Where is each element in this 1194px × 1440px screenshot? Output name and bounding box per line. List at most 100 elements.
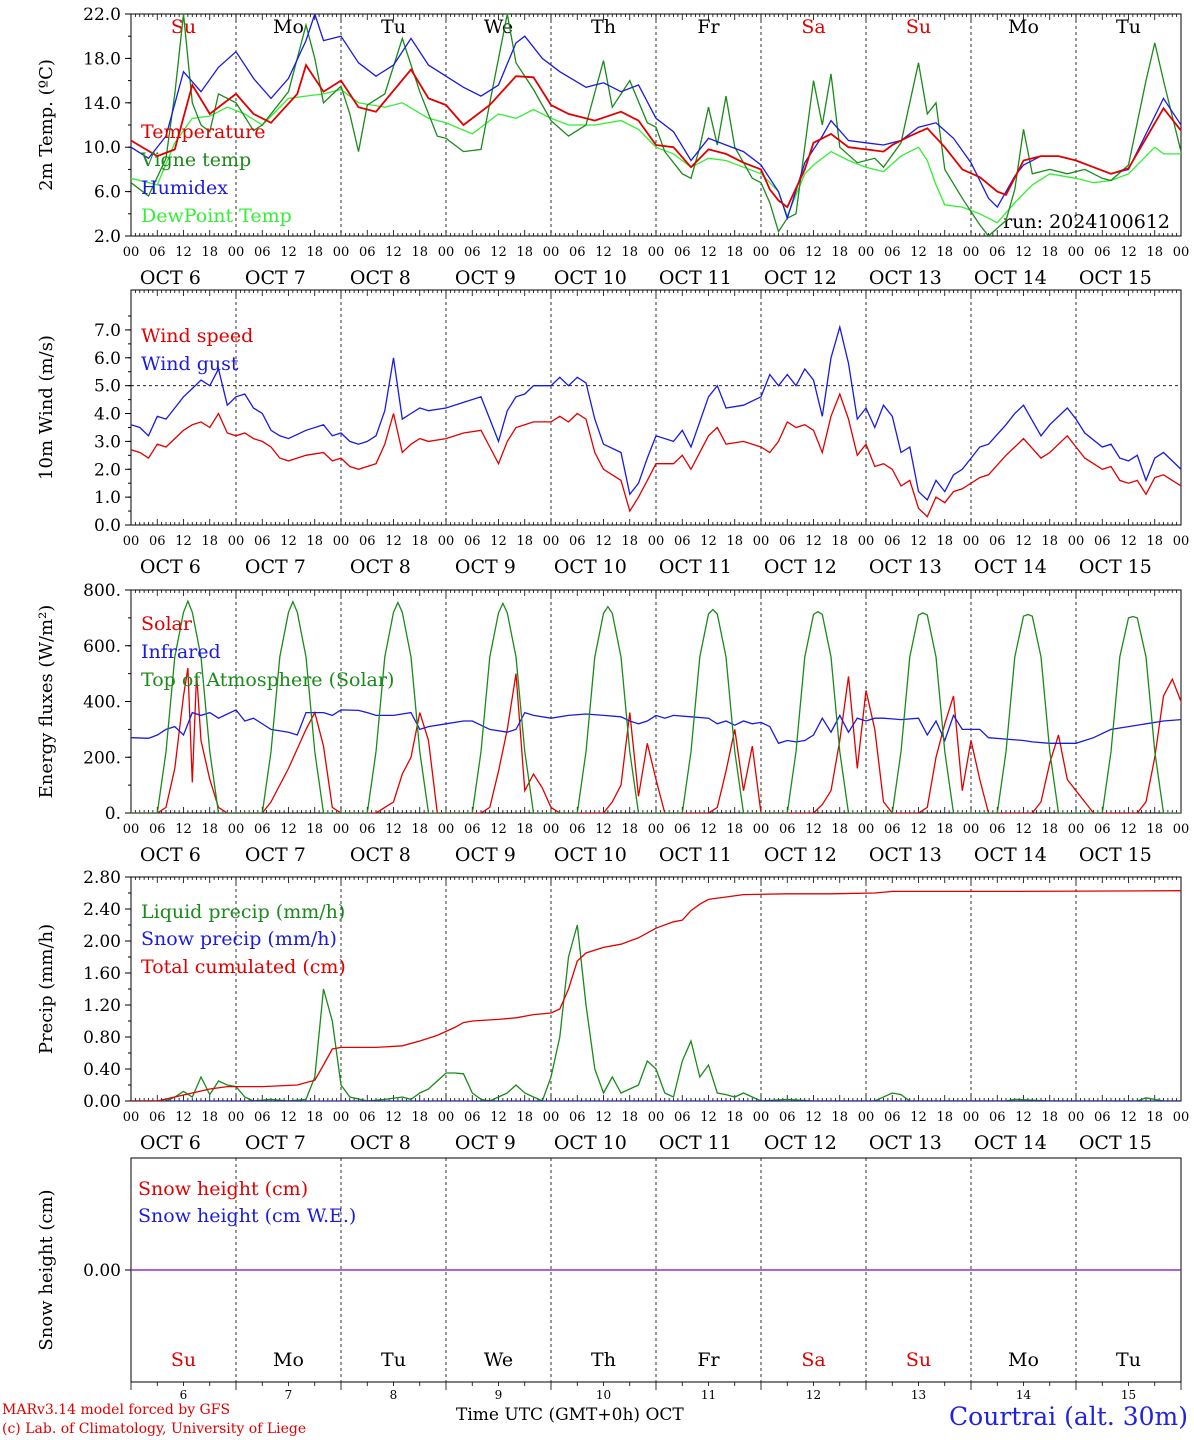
day-name-label: Tu <box>1116 1349 1141 1371</box>
x-hour-label: 00 <box>963 534 980 549</box>
day-name-label: Su <box>906 1349 931 1371</box>
day-name-label: We <box>484 1349 513 1371</box>
x-hour-label: 18 <box>411 1110 428 1125</box>
x-hour-label: 06 <box>779 534 796 549</box>
x-hour-label: 12 <box>1120 822 1137 837</box>
x-hour-label: 00 <box>648 534 665 549</box>
x-hour-label: 06 <box>1094 1110 1111 1125</box>
day-name-label: Mo <box>273 16 304 38</box>
x-hour-label: 12 <box>490 822 507 837</box>
x-date-label: OCT 9 <box>455 556 516 578</box>
x-hour-label: 06 <box>359 534 376 549</box>
y-tick-label: 4.0 <box>94 405 121 425</box>
x-hour-label: 12 <box>595 245 612 260</box>
y-tick-label: 22.0 <box>83 5 121 25</box>
x-date-label: OCT 9 <box>455 1132 516 1154</box>
y-tick-label: 1.60 <box>83 964 121 984</box>
x-hour-label: 12 <box>280 534 297 549</box>
x-hour-label: 18 <box>621 1110 638 1125</box>
x-hour-label: 00 <box>228 245 245 260</box>
x-hour-label: 18 <box>621 534 638 549</box>
legend-entry: Vigne temp <box>140 149 251 171</box>
day-number-label: 8 <box>390 1388 398 1402</box>
x-date-label: OCT 12 <box>764 844 837 866</box>
y-tick-label: 400. <box>83 693 121 713</box>
y-tick-label: 1.20 <box>83 996 121 1016</box>
y-tick-label: 18.0 <box>83 49 121 69</box>
x-hour-label: 12 <box>1120 245 1137 260</box>
x-hour-label: 18 <box>726 822 743 837</box>
x-date-label: OCT 14 <box>974 1132 1047 1154</box>
x-hour-label: 06 <box>149 534 166 549</box>
x-hour-label: 06 <box>1094 822 1111 837</box>
day-number-label: 11 <box>701 1388 716 1402</box>
x-hour-label: 18 <box>936 534 953 549</box>
day-name-label: Tu <box>381 16 406 38</box>
y-tick-label: 1.0 <box>94 488 121 508</box>
x-hour-label: 18 <box>831 822 848 837</box>
x-date-label: OCT 6 <box>140 844 201 866</box>
x-hour-label: 18 <box>306 534 323 549</box>
x-hour-label: 12 <box>910 534 927 549</box>
x-hour-label: 00 <box>858 822 875 837</box>
series-line-vigne-temp <box>131 14 1181 236</box>
legend-entry: Total cumulated (cm) <box>141 956 346 978</box>
x-hour-label: 06 <box>569 534 586 549</box>
x-hour-label: 18 <box>726 534 743 549</box>
x-date-label: OCT 12 <box>764 1132 837 1154</box>
x-hour-label: 18 <box>1041 534 1058 549</box>
y-tick-label: 2.00 <box>83 932 121 952</box>
y-tick-label: 800. <box>83 581 121 601</box>
x-hour-label: 06 <box>254 245 271 260</box>
y-tick-label: 600. <box>83 637 121 657</box>
legend-entry: Liquid precip (mm/h) <box>141 901 345 923</box>
x-hour-label: 18 <box>411 822 428 837</box>
x-hour-label: 12 <box>805 534 822 549</box>
x-hour-label: 00 <box>123 1110 140 1125</box>
legend-entry: Wind gust <box>141 353 239 375</box>
y-tick-label: 200. <box>83 748 121 768</box>
x-hour-label: 18 <box>831 534 848 549</box>
x-hour-label: 12 <box>385 822 402 837</box>
day-name-label: Su <box>171 16 196 38</box>
x-date-label: OCT 8 <box>350 1132 411 1154</box>
x-hour-label: 00 <box>228 1110 245 1125</box>
x-hour-label: 12 <box>595 822 612 837</box>
day-number-label: 14 <box>1016 1388 1032 1402</box>
credit-lab: (c) Lab. of Climatology, University of L… <box>2 1421 307 1437</box>
x-hour-label: 00 <box>858 534 875 549</box>
x-hour-label: 06 <box>149 245 166 260</box>
x-hour-label: 18 <box>516 1110 533 1125</box>
x-hour-label: 12 <box>700 1110 717 1125</box>
y-tick-label: 0.00 <box>83 1261 121 1281</box>
station-name: Courtrai (alt. 30m) <box>949 1402 1188 1431</box>
y-tick-label: 6.0 <box>94 183 121 203</box>
legend-entry: DewPoint Temp <box>141 205 292 227</box>
x-date-label: OCT 13 <box>869 556 942 578</box>
x-hour-label: 18 <box>201 245 218 260</box>
x-date-label: OCT 15 <box>1079 556 1152 578</box>
x-date-label: OCT 8 <box>350 267 411 289</box>
x-hour-label: 12 <box>805 822 822 837</box>
x-hour-label: 12 <box>1015 534 1032 549</box>
x-date-label: OCT 15 <box>1079 267 1152 289</box>
x-hour-label: 18 <box>516 822 533 837</box>
x-hour-label: 18 <box>411 534 428 549</box>
x-hour-label: 00 <box>858 1110 875 1125</box>
series-line-total-cumulated-cm- <box>131 890 1181 1101</box>
x-hour-label: 06 <box>989 245 1006 260</box>
legend-entry: Wind speed <box>141 325 253 347</box>
y-tick-label: 0. <box>105 804 121 824</box>
x-hour-label: 18 <box>516 534 533 549</box>
x-date-label: OCT 7 <box>245 844 306 866</box>
x-hour-label: 06 <box>779 822 796 837</box>
y-axis-label: 10m Wind (m/s) <box>36 335 57 480</box>
day-name-label: Fr <box>697 1349 720 1371</box>
x-date-label: OCT 9 <box>455 267 516 289</box>
x-hour-label: 12 <box>175 534 192 549</box>
x-hour-label: 00 <box>753 822 770 837</box>
x-hour-label: 18 <box>201 822 218 837</box>
x-hour-label: 00 <box>123 245 140 260</box>
x-hour-label: 12 <box>700 245 717 260</box>
x-hour-label: 18 <box>1041 822 1058 837</box>
